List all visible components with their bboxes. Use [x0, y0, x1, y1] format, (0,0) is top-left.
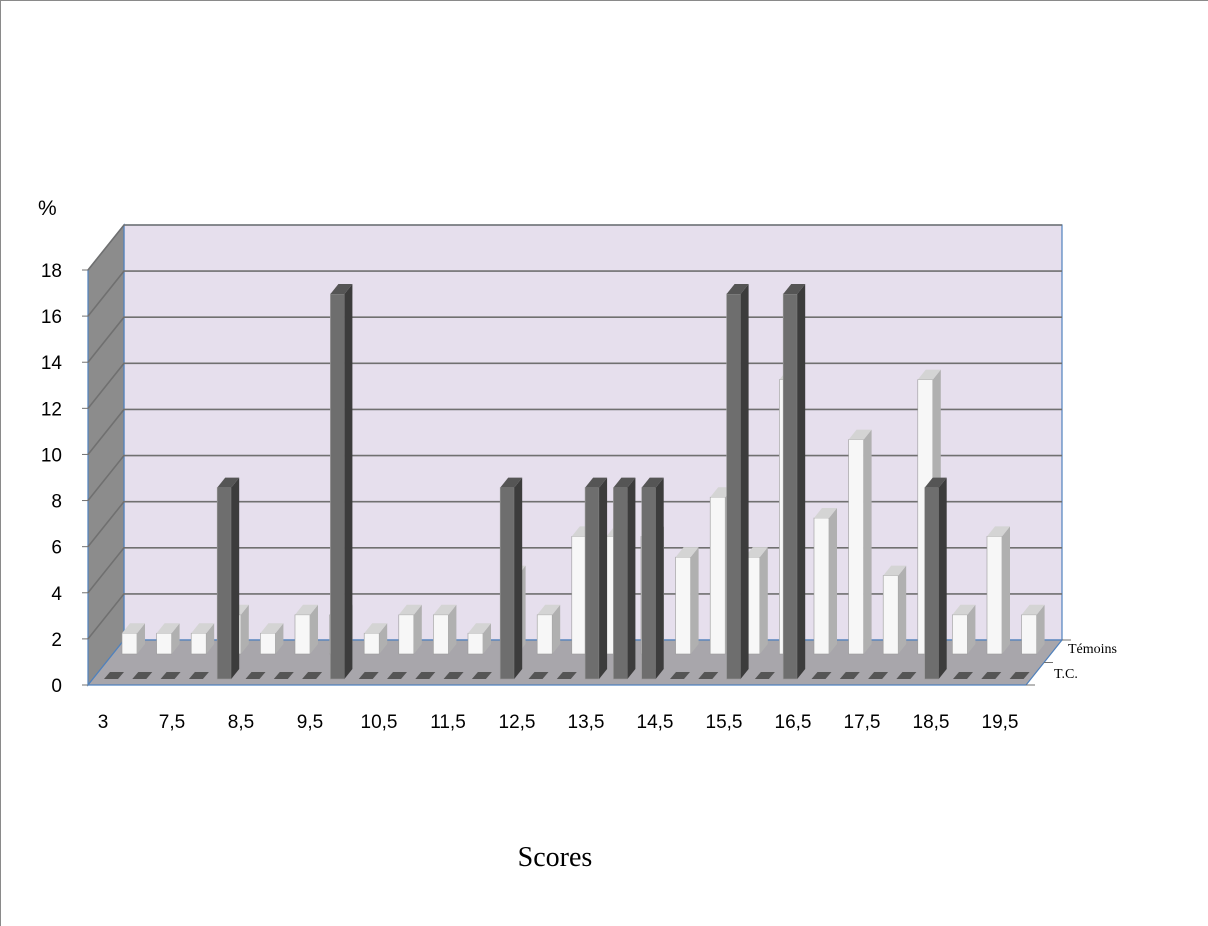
temoins-bar-2 [190, 623, 215, 655]
x-tick-label-11: 17,5 [844, 712, 881, 733]
temoins-bar-0 [121, 623, 145, 655]
tc-bar-11 [415, 672, 436, 679]
tc-bar-13 [471, 672, 492, 679]
tc-bar-0 [104, 672, 124, 679]
tc-bar-2 [160, 672, 181, 679]
tc-bar-14 [499, 477, 523, 680]
tc-bar-22 [726, 283, 749, 680]
temoins-bar-7 [363, 623, 388, 655]
y-tick-label-1: 2 [51, 630, 62, 651]
gridline-6 [87, 362, 1062, 409]
temoins-bar-24 [952, 604, 976, 655]
tc-bar-19 [641, 477, 664, 680]
tc-bar-20 [670, 672, 690, 679]
temoins-bar-21 [848, 429, 872, 655]
tc-bar-4 [216, 477, 240, 680]
x-tick-label-1: 7,5 [159, 712, 185, 733]
temoins-bar-5 [294, 604, 318, 655]
x-tick-label-7: 13,5 [568, 712, 605, 733]
depth-label-tc: T.C. [1054, 667, 1078, 682]
tc-bar-31 [981, 672, 1002, 679]
y-tick-label-0: 0 [51, 676, 62, 697]
tc-bar-8 [330, 283, 353, 680]
y-tick-label-7: 14 [41, 353, 63, 374]
depth-label-temoins: Témoins [1068, 642, 1117, 657]
gridline-4 [87, 454, 1062, 502]
tc-bar-16 [556, 672, 577, 679]
tc-bar-23 [754, 672, 775, 679]
y-tick-label-8: 16 [41, 307, 62, 328]
y-tick-label-2: 4 [51, 584, 62, 605]
y-tick-label-3: 6 [51, 538, 62, 559]
tc-bar-5 [245, 672, 266, 679]
tc-bar-27 [868, 672, 889, 679]
gridlines [87, 224, 1071, 686]
y-tick-label-4: 8 [51, 492, 62, 513]
gridline-5 [87, 408, 1062, 455]
temoins-bar-9 [433, 604, 457, 655]
tc-bar-21 [698, 672, 719, 679]
tc-bar-6 [273, 672, 294, 679]
temoins-bar-25 [986, 526, 1010, 655]
x-tick-label-5: 11,5 [430, 712, 466, 733]
temoins-bar-12 [536, 604, 561, 655]
y-tick-label-6: 12 [41, 399, 62, 420]
x-tick-label-12: 18,5 [913, 712, 950, 733]
tc-bar-7 [302, 672, 323, 679]
gridline-9 [87, 224, 1062, 271]
temoins-bar-10 [467, 623, 491, 655]
y-tick-label-9: 18 [41, 261, 62, 282]
tc-bar-26 [839, 672, 860, 679]
tc-bar-1 [132, 672, 153, 679]
tc-bar-3 [188, 672, 209, 679]
gridline-3 [87, 500, 1062, 548]
tc-bar-28 [896, 672, 917, 679]
x-tick-label-9: 15,5 [706, 712, 743, 733]
x-tick-label-10: 16,5 [775, 712, 812, 733]
temoins-bar-4 [260, 623, 284, 655]
x-tick-label-13: 19,5 [982, 712, 1019, 733]
tc-bar-29 [924, 477, 947, 680]
gridline-8 [87, 270, 1062, 317]
gridline-7 [87, 316, 1062, 363]
x-tick-label-4: 10,5 [361, 712, 398, 733]
temoins-bar-20 [813, 507, 837, 655]
tc-bar-15 [528, 672, 549, 679]
tc-bar-32 [1009, 672, 1030, 679]
y-tick-label-5: 10 [41, 445, 62, 466]
tc-bar-18 [613, 477, 636, 680]
tc-bar-17 [584, 477, 608, 680]
x-tick-label-0: 3 [98, 712, 109, 733]
y-axis-ticks: 0 2 4 6 8 10 12 14 16 18 [41, 261, 88, 697]
temoins-bar-16 [675, 547, 699, 655]
x-tick-label-8: 14,5 [637, 712, 674, 733]
temoins-bar-1 [156, 623, 180, 655]
tc-bar-9 [358, 672, 379, 679]
y-axis-label: % [38, 197, 57, 220]
gridline-2 [87, 546, 1062, 594]
tc-bar-25 [811, 672, 832, 679]
x-tick-label-2: 8,5 [228, 712, 254, 733]
tc-bar-24 [782, 283, 806, 680]
tc-bar-30 [953, 672, 973, 679]
tc-bars [104, 283, 1030, 680]
tc-bar-12 [443, 672, 464, 679]
x-axis-label: Scores [518, 842, 593, 873]
temoins-bar-8 [398, 604, 422, 655]
tc-bar-10 [387, 672, 407, 679]
temoins-bar-26 [1021, 604, 1045, 655]
temoins-bar-22 [882, 565, 907, 655]
x-tick-label-3: 9,5 [297, 712, 323, 733]
x-axis-ticks: 3 7,5 8,5 9,5 10,5 11,5 12,5 13,5 14,5 15,5 16,5 17… [98, 712, 1019, 733]
x-tick-label-6: 12,5 [499, 712, 536, 733]
